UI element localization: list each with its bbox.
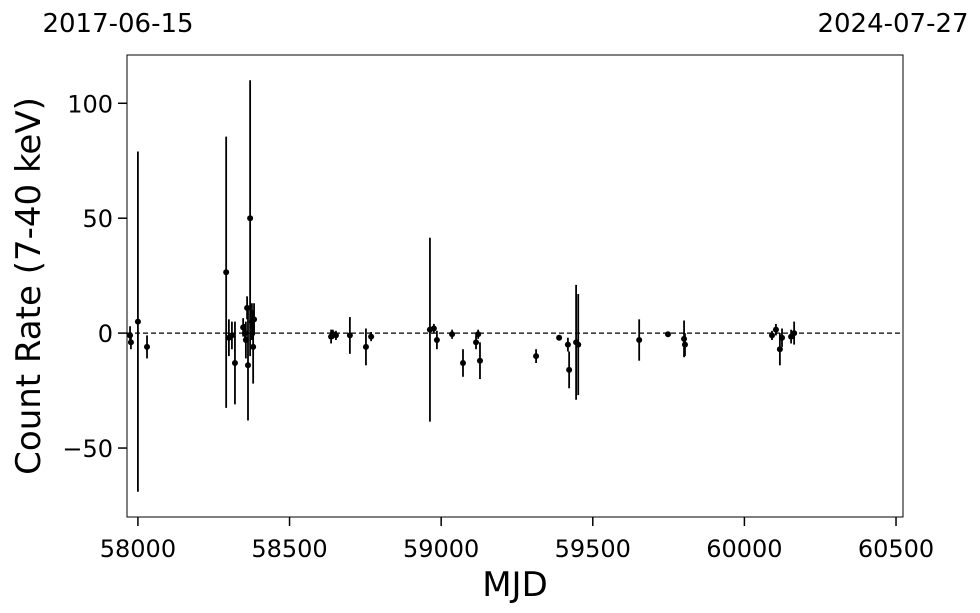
data-point [459, 360, 466, 366]
data-point [251, 316, 258, 323]
data-point [664, 331, 671, 338]
data-point [368, 333, 375, 340]
data-point [473, 339, 480, 346]
data-point [144, 343, 151, 350]
y-tick-label: 50 [82, 205, 113, 233]
data-point [346, 332, 353, 339]
data-point [244, 362, 251, 369]
top-right-label: 2024-07-27 [817, 9, 968, 39]
x-tick-label: 58000 [100, 535, 176, 563]
data-point [449, 331, 456, 338]
top-left-label: 2017-06-15 [42, 9, 193, 39]
x-tick-label: 58500 [251, 535, 327, 563]
data-point [772, 326, 779, 333]
data-point [127, 332, 134, 339]
x-tick-label: 59500 [555, 535, 631, 563]
data-point [533, 353, 540, 360]
x-axis-label: MJD [482, 565, 548, 605]
data-point [564, 341, 571, 348]
data-point [134, 318, 141, 325]
data-point [241, 330, 248, 337]
y-tick-label: −50 [62, 435, 113, 463]
x-tick-label: 59000 [403, 535, 479, 563]
y-tick-label: 100 [67, 90, 113, 118]
data-point [791, 330, 798, 337]
data-point [681, 335, 688, 342]
data-point [779, 334, 786, 341]
data-point [681, 341, 688, 348]
data-point [566, 366, 573, 373]
data-point [247, 215, 254, 222]
data-point [250, 343, 257, 350]
data-point [332, 332, 339, 339]
data-point [768, 332, 775, 339]
y-axis-label: Count Rate (7-40 keV) [9, 97, 49, 475]
data-point [127, 339, 134, 346]
data-point [475, 331, 482, 338]
plot-frame [126, 54, 904, 518]
data-point [244, 304, 251, 311]
x-tick-label: 60500 [858, 535, 934, 563]
data-point [430, 325, 437, 332]
y-tick-label: 0 [98, 320, 113, 348]
data-point [575, 341, 582, 348]
data-point [636, 337, 643, 344]
data-point [433, 337, 440, 344]
data-point [776, 346, 783, 353]
data-point [476, 357, 483, 364]
x-tick-label: 60000 [706, 535, 782, 563]
data-point [228, 332, 235, 339]
data-point [223, 269, 230, 276]
data-point [362, 343, 369, 350]
data-point [556, 334, 563, 341]
data-point [231, 360, 238, 366]
